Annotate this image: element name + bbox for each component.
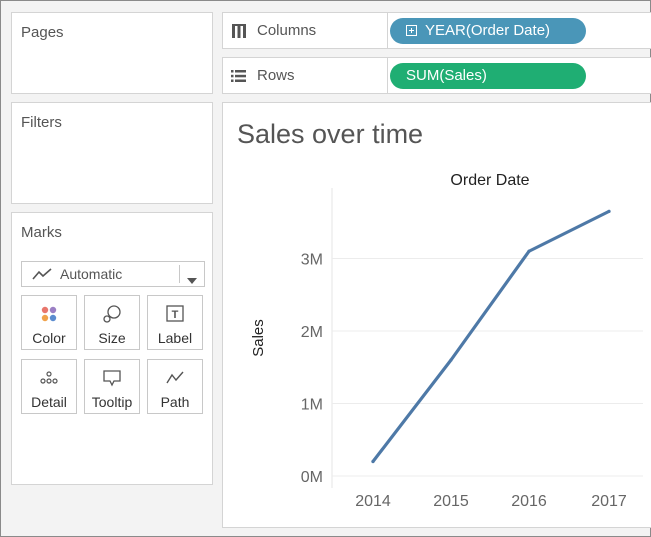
sum-sales-pill[interactable]: SUM(Sales) (390, 63, 586, 89)
filters-card[interactable]: Filters (11, 102, 213, 204)
rows-label: Rows (257, 67, 295, 84)
chart-title: Order Date (450, 172, 529, 189)
dropdown-separator (179, 265, 180, 283)
x-tick-label: 2014 (355, 493, 391, 506)
rows-pill-label: SUM(Sales) (406, 67, 487, 84)
view-title: Sales over time (237, 119, 424, 149)
x-tick-label: 2016 (511, 493, 547, 506)
color-label: Color (32, 330, 66, 346)
y-axis-label: Sales (250, 319, 267, 357)
pages-card[interactable]: Pages (11, 12, 213, 94)
x-tick-label: 2017 (591, 493, 627, 506)
shelf-divider (387, 13, 388, 48)
detail-button[interactable]: Detail (21, 359, 77, 414)
tooltip-icon (85, 368, 139, 388)
marks-title: Marks (21, 224, 62, 241)
color-button[interactable]: Color (21, 295, 77, 350)
label-button[interactable]: T Label (147, 295, 203, 350)
line-mark-icon (32, 267, 52, 284)
y-tick-label: 3M (301, 252, 323, 269)
data-point[interactable] (607, 209, 611, 213)
filters-title: Filters (21, 114, 62, 131)
columns-icon (231, 24, 247, 43)
rows-icon (231, 69, 247, 88)
detail-label: Detail (31, 394, 67, 410)
y-tick-label: 1M (301, 397, 323, 414)
y-tick-label: 0M (301, 469, 323, 486)
data-point[interactable] (449, 358, 453, 362)
pages-title: Pages (21, 24, 64, 41)
view-area (222, 102, 651, 528)
size-icon (85, 304, 139, 324)
x-tick-label: 2015 (433, 493, 469, 506)
sales-series-line[interactable] (371, 209, 611, 464)
y-tick-label: 2M (301, 324, 323, 341)
color-icon (22, 304, 76, 324)
path-icon (148, 368, 202, 388)
chevron-down-icon[interactable] (187, 271, 197, 287)
rows-shelf[interactable]: Rows SUM(Sales) (222, 57, 651, 94)
expand-plus-icon[interactable] (406, 25, 417, 36)
year-order-date-pill[interactable]: YEAR(Order Date) (390, 18, 586, 44)
path-label: Path (160, 394, 190, 410)
data-point[interactable] (371, 459, 375, 464)
mark-type-label: Automatic (60, 266, 123, 282)
columns-pill-label: YEAR(Order Date) (425, 22, 551, 39)
data-point[interactable] (527, 249, 531, 253)
detail-icon (22, 368, 76, 388)
shelf-divider (387, 58, 388, 93)
size-button[interactable]: Size (84, 295, 140, 350)
marks-card: Marks Automatic Color (11, 212, 213, 485)
tooltip-button[interactable]: Tooltip (84, 359, 140, 414)
columns-label: Columns (257, 22, 317, 39)
sales-line-chart: Order Date Sales 0M 1M 2M 3M 2014 2015 2016 20… (250, 172, 643, 506)
path-button[interactable]: Path (147, 359, 203, 414)
label-icon: T (148, 304, 202, 324)
mark-type-dropdown[interactable]: Automatic (21, 261, 205, 287)
columns-shelf[interactable]: Columns YEAR(Order Date) (222, 12, 651, 49)
svg-text:T: T (172, 309, 179, 321)
tooltip-label: Tooltip (91, 394, 133, 410)
label-label: Label (157, 330, 193, 346)
size-label: Size (98, 330, 126, 346)
